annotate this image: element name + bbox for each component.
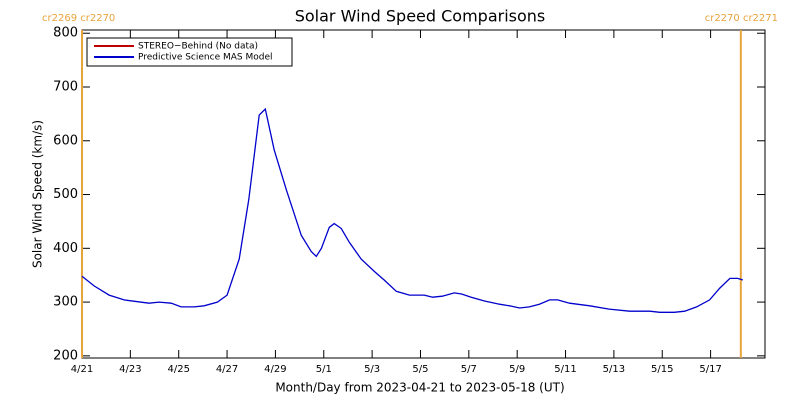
plot-frame (81, 29, 766, 359)
x-tick-label: 5/1 (316, 364, 332, 375)
x-tick-label: 5/7 (461, 364, 477, 375)
x-tick-label: 4/21 (71, 364, 93, 375)
data-line (81, 107, 743, 313)
legend-label: STEREO−Behind (No data) (138, 42, 258, 52)
y-tick-label: 300 (53, 295, 78, 310)
legend-box (86, 37, 293, 67)
x-tick-label: 5/11 (554, 364, 576, 375)
x-tick-label: 4/27 (216, 364, 238, 375)
y-tick-label: 500 (53, 187, 78, 202)
x-tick-label: 5/5 (412, 364, 428, 375)
y-tick-label: 800 (53, 26, 78, 41)
x-tick-label: 5/15 (651, 364, 673, 375)
chart-title: Solar Wind Speed Comparisons (295, 7, 546, 26)
x-tick-label: 4/23 (119, 364, 141, 375)
legend-label: Predictive Science MAS Model (138, 53, 273, 63)
carrington-label: cr2269 cr2270 (42, 13, 115, 24)
x-axis-label: Month/Day from 2023-04-21 to 2023-05-18 … (275, 381, 564, 395)
y-tick-label: 600 (53, 133, 78, 148)
carrington-label: cr2270 cr2271 (705, 13, 778, 24)
x-tick-label: 5/3 (364, 364, 380, 375)
x-tick-label: 4/29 (264, 364, 286, 375)
x-tick-label: 5/17 (699, 364, 721, 375)
x-tick-label: 4/25 (167, 364, 189, 375)
y-tick-label: 700 (53, 79, 78, 94)
y-axis-label: Solar Wind Speed (km/s) (31, 120, 45, 268)
x-tick-label: 5/13 (603, 364, 625, 375)
y-tick-label: 200 (53, 348, 78, 363)
x-tick-label: 5/9 (509, 364, 525, 375)
y-tick-label: 400 (53, 241, 78, 256)
